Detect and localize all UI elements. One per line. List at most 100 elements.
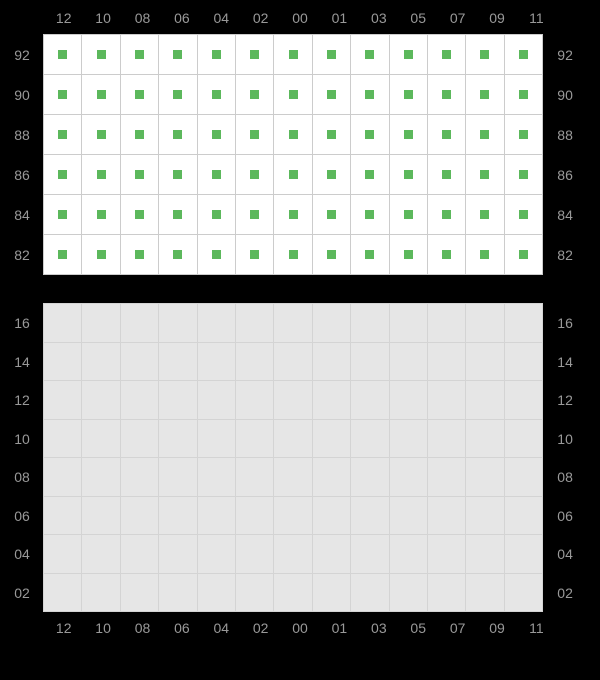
cell: [158, 419, 197, 459]
cell: [312, 573, 351, 613]
marker: [250, 90, 259, 99]
cell: [312, 194, 351, 235]
cell: [81, 496, 120, 536]
cell: [312, 234, 351, 275]
marker: [250, 50, 259, 59]
cell: [120, 419, 159, 459]
cell: [465, 380, 504, 420]
marker: [289, 210, 298, 219]
cell: [504, 234, 543, 275]
marker: [135, 170, 144, 179]
marker: [442, 250, 451, 259]
grid-row: 8484: [0, 195, 600, 235]
marker: [480, 210, 489, 219]
cell: [197, 74, 236, 115]
marker: [58, 250, 67, 259]
row-label-right: 90: [543, 87, 587, 103]
marker: [250, 210, 259, 219]
grid-row: 0606: [0, 497, 600, 536]
marker: [519, 90, 528, 99]
cell: [43, 457, 82, 497]
marker: [519, 210, 528, 219]
cell: [120, 534, 159, 574]
cell: [389, 496, 428, 536]
cell: [43, 34, 82, 75]
marker: [519, 130, 528, 139]
cell: [197, 419, 236, 459]
cell: [504, 496, 543, 536]
marker: [289, 250, 298, 259]
cell: [158, 496, 197, 536]
marker: [135, 50, 144, 59]
col-label: 04: [202, 10, 241, 26]
grid-row: 9292: [0, 35, 600, 75]
cell: [465, 234, 504, 275]
col-label: 06: [162, 10, 201, 26]
cell: [465, 496, 504, 536]
cell: [427, 34, 466, 75]
marker: [327, 90, 336, 99]
cell: [504, 303, 543, 343]
cell: [350, 34, 389, 75]
cell: [427, 234, 466, 275]
cell: [43, 154, 82, 195]
cell: [273, 534, 312, 574]
cell: [81, 114, 120, 155]
cell: [427, 457, 466, 497]
row-label-right: 02: [543, 585, 587, 601]
row-label-right: 04: [543, 546, 587, 562]
cell: [81, 154, 120, 195]
cell: [273, 342, 312, 382]
cell: [465, 74, 504, 115]
cell: [43, 573, 82, 613]
cell: [389, 534, 428, 574]
marker: [289, 130, 298, 139]
cell: [273, 573, 312, 613]
cell: [81, 457, 120, 497]
marker: [480, 90, 489, 99]
cell: [43, 534, 82, 574]
marker: [173, 210, 182, 219]
marker: [173, 50, 182, 59]
cell: [81, 342, 120, 382]
cell: [504, 194, 543, 235]
cell: [312, 380, 351, 420]
cell: [158, 457, 197, 497]
col-label: 01: [320, 10, 359, 26]
marker: [97, 210, 106, 219]
cell: [43, 234, 82, 275]
marker: [173, 170, 182, 179]
col-label: 04: [202, 620, 241, 636]
cell: [312, 74, 351, 115]
cell: [389, 342, 428, 382]
col-label: 03: [359, 10, 398, 26]
marker: [97, 130, 106, 139]
marker: [327, 250, 336, 259]
cell: [235, 534, 274, 574]
cell: [312, 342, 351, 382]
cell: [389, 34, 428, 75]
col-label: 01: [320, 620, 359, 636]
row-label-left: 12: [0, 392, 44, 408]
cell: [350, 194, 389, 235]
cell: [504, 380, 543, 420]
cell: [273, 419, 312, 459]
cell: [465, 114, 504, 155]
marker: [404, 250, 413, 259]
marker: [480, 250, 489, 259]
grid-bottom: 16161414121210100808060604040202: [0, 304, 600, 612]
cell: [120, 74, 159, 115]
cell: [81, 234, 120, 275]
cell: [43, 342, 82, 382]
cell: [120, 154, 159, 195]
marker: [442, 130, 451, 139]
marker: [173, 130, 182, 139]
marker: [442, 170, 451, 179]
cell: [273, 114, 312, 155]
cell: [235, 194, 274, 235]
cell: [350, 303, 389, 343]
cell: [81, 419, 120, 459]
col-label: 09: [477, 620, 516, 636]
marker: [250, 130, 259, 139]
cell: [350, 380, 389, 420]
